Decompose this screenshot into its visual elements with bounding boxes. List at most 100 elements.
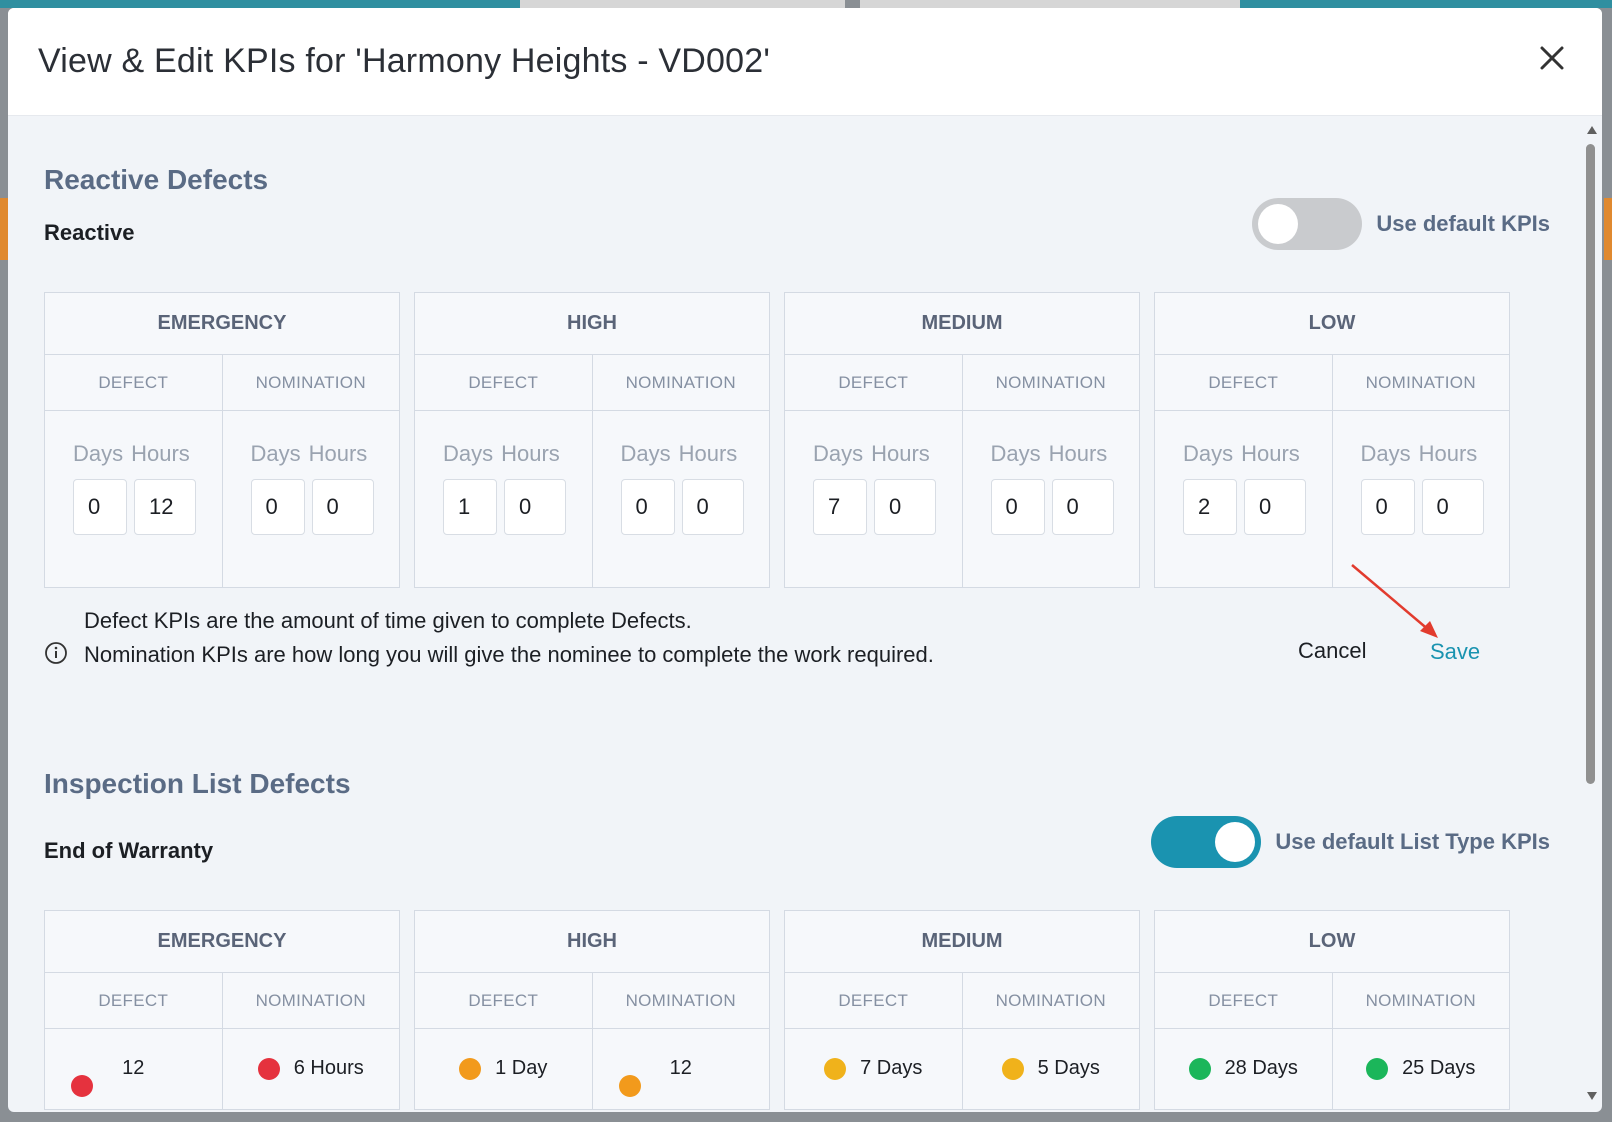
nomination-days-input[interactable]: 0 (250, 479, 305, 535)
nomination-hours-input[interactable]: 0 (681, 479, 744, 535)
kpi-value: 12 (593, 1057, 770, 1080)
defect-column-header: DEFECT (468, 372, 539, 392)
defect-hours-input[interactable]: 0 (1244, 479, 1306, 535)
defect-days-input[interactable]: 1 (443, 479, 497, 535)
days-label: Days (73, 441, 124, 466)
kpi-cells: 1 Day 12 (415, 1029, 769, 1109)
priority-dot-icon (459, 1057, 482, 1080)
defect-column-header: DEFECT (838, 990, 909, 1010)
defect-kpi-text: 28 Days (1224, 1057, 1298, 1079)
priority-header: MEDIUM (785, 293, 1139, 355)
priority-header: MEDIUM (785, 911, 1139, 973)
sub-headers: DEFECT NOMINATION (785, 355, 1139, 411)
use-default-list-type-kpis-label: Use default List Type KPIs (1275, 829, 1550, 854)
sub-headers: DEFECT NOMINATION (45, 973, 399, 1029)
defect-days-input[interactable]: 2 (1183, 479, 1237, 535)
nomination-column-header: NOMINATION (1331, 973, 1510, 1028)
info-icon (44, 641, 68, 670)
hours-label: Hours (308, 441, 368, 466)
background-accent (0, 198, 8, 260)
sub-headers: DEFECT NOMINATION (1155, 355, 1509, 411)
inspection-section-title: Inspection List Defects (44, 768, 351, 799)
defect-kpi-value-cell: 12 (45, 1029, 222, 1109)
inspection-group-low: LOW DEFECT NOMINATION 28 Days 25 Days (1154, 910, 1510, 1110)
nomination-days-input[interactable]: 0 (990, 479, 1045, 535)
close-icon (1540, 46, 1564, 70)
defect-column-header: DEFECT (1208, 990, 1279, 1010)
info-line-defect: Defect KPIs are the amount of time given… (84, 608, 692, 633)
hours-label: Hours (501, 441, 560, 466)
defect-hours-input[interactable]: 0 (504, 479, 566, 535)
inspection-group-high: HIGH DEFECT NOMINATION 1 Day 12 (414, 910, 770, 1110)
background-header-strip (860, 0, 1240, 8)
nomination-hours-input[interactable]: 0 (1051, 479, 1114, 535)
nomination-column-header: NOMINATION (591, 973, 770, 1028)
priority-dot-icon (618, 1075, 641, 1097)
use-default-kpis-toggle[interactable] (1252, 198, 1363, 250)
save-button[interactable]: Save (1430, 639, 1481, 664)
nomination-kpi-cell: Days Hours 0 0 (591, 411, 770, 587)
kpi-cells: Days Hours 1 0 Days Hours 0 0 (415, 411, 769, 587)
defect-kpi-text: 1 Day (495, 1057, 548, 1079)
inspection-group-medium: MEDIUM DEFECT NOMINATION 7 Days 5 Days (784, 910, 1140, 1110)
nomination-kpi-value-cell: 5 Days (961, 1029, 1140, 1109)
defect-hours-input[interactable]: 12 (134, 479, 196, 535)
kpi-value: 6 Hours (223, 1057, 400, 1080)
nomination-kpi-text: 25 Days (1402, 1057, 1476, 1079)
kpi-value: 5 Days (963, 1057, 1140, 1080)
defect-days-input[interactable]: 0 (73, 479, 127, 535)
days-hours-labels: Days Hours (251, 441, 368, 467)
cancel-button[interactable]: Cancel (1298, 638, 1367, 663)
sub-headers: DEFECT NOMINATION (1155, 973, 1509, 1029)
days-hours-labels: Days Hours (621, 441, 738, 467)
reactive-group-high: HIGH DEFECT NOMINATION Days Hours 1 0 Days Hours… (414, 292, 770, 588)
background-header-strip (520, 0, 845, 8)
nomination-hours-input[interactable]: 0 (1421, 479, 1484, 535)
modal-header: View & Edit KPIs for 'Harmony Heights - … (8, 8, 1602, 116)
defect-kpi-cell: Days Hours 7 0 (785, 411, 962, 587)
defect-column-header: DEFECT (468, 990, 539, 1010)
days-hours-labels: Days Hours (443, 441, 560, 467)
days-hours-labels: Days Hours (1183, 441, 1300, 467)
vertical-scrollbar[interactable] (1580, 116, 1602, 1112)
toggle-knob (1215, 822, 1256, 862)
nomination-kpi-value-cell: 6 Hours (221, 1029, 400, 1109)
nomination-column-header: NOMINATION (961, 355, 1140, 410)
defect-days-input[interactable]: 7 (813, 479, 867, 535)
nomination-kpi-cell: Days Hours 0 0 (961, 411, 1140, 587)
priority-dot-icon (1001, 1057, 1024, 1080)
nomination-days-input[interactable]: 0 (620, 479, 675, 535)
nomination-column-header: NOMINATION (221, 973, 400, 1028)
background-accent (1604, 198, 1612, 260)
info-line-nomination: Nomination KPIs are how long you will gi… (84, 642, 934, 667)
days-label: Days (620, 441, 671, 466)
kpi-value: 25 Days (1333, 1057, 1510, 1080)
nomination-kpi-value-cell: 25 Days (1331, 1029, 1510, 1109)
days-label: Days (1183, 441, 1234, 466)
kpi-cells: 7 Days 5 Days (785, 1029, 1139, 1109)
use-default-list-type-kpis-toggle[interactable] (1151, 816, 1262, 868)
kpi-cells: Days Hours 0 12 Days Hours 0 0 (45, 411, 399, 587)
days-hours-labels: Days Hours (813, 441, 930, 467)
scroll-up-arrow-icon[interactable] (1587, 126, 1597, 134)
nomination-hours-input[interactable]: 0 (311, 479, 374, 535)
close-button[interactable] (1532, 38, 1572, 78)
kpi-cells: Days Hours 2 0 Days Hours 0 0 (1155, 411, 1509, 587)
nomination-column-header: NOMINATION (961, 973, 1140, 1028)
inspection-default-toggle-group: Use default List Type KPIs (1151, 816, 1550, 868)
nomination-days-input[interactable]: 0 (1360, 479, 1415, 535)
priority-header: LOW (1155, 911, 1509, 973)
reactive-group-emergency: EMERGENCY DEFECT NOMINATION Days Hours 0 12 Day… (44, 292, 400, 588)
defect-hours-input[interactable]: 0 (874, 479, 936, 535)
info-text: Defect KPIs are the amount of time given… (84, 604, 944, 672)
defect-column-header: DEFECT (98, 990, 169, 1010)
reactive-kpi-grid: EMERGENCY DEFECT NOMINATION Days Hours 0 12 Day… (44, 292, 1510, 588)
days-label: Days (813, 441, 864, 466)
hours-label: Hours (1241, 441, 1300, 466)
scroll-thumb[interactable] (1586, 144, 1595, 784)
hours-label: Hours (871, 441, 930, 466)
scroll-down-arrow-icon[interactable] (1587, 1092, 1597, 1100)
defect-kpi-cell: Days Hours 2 0 (1155, 411, 1332, 587)
sub-headers: DEFECT NOMINATION (45, 355, 399, 411)
priority-header: EMERGENCY (45, 293, 399, 355)
